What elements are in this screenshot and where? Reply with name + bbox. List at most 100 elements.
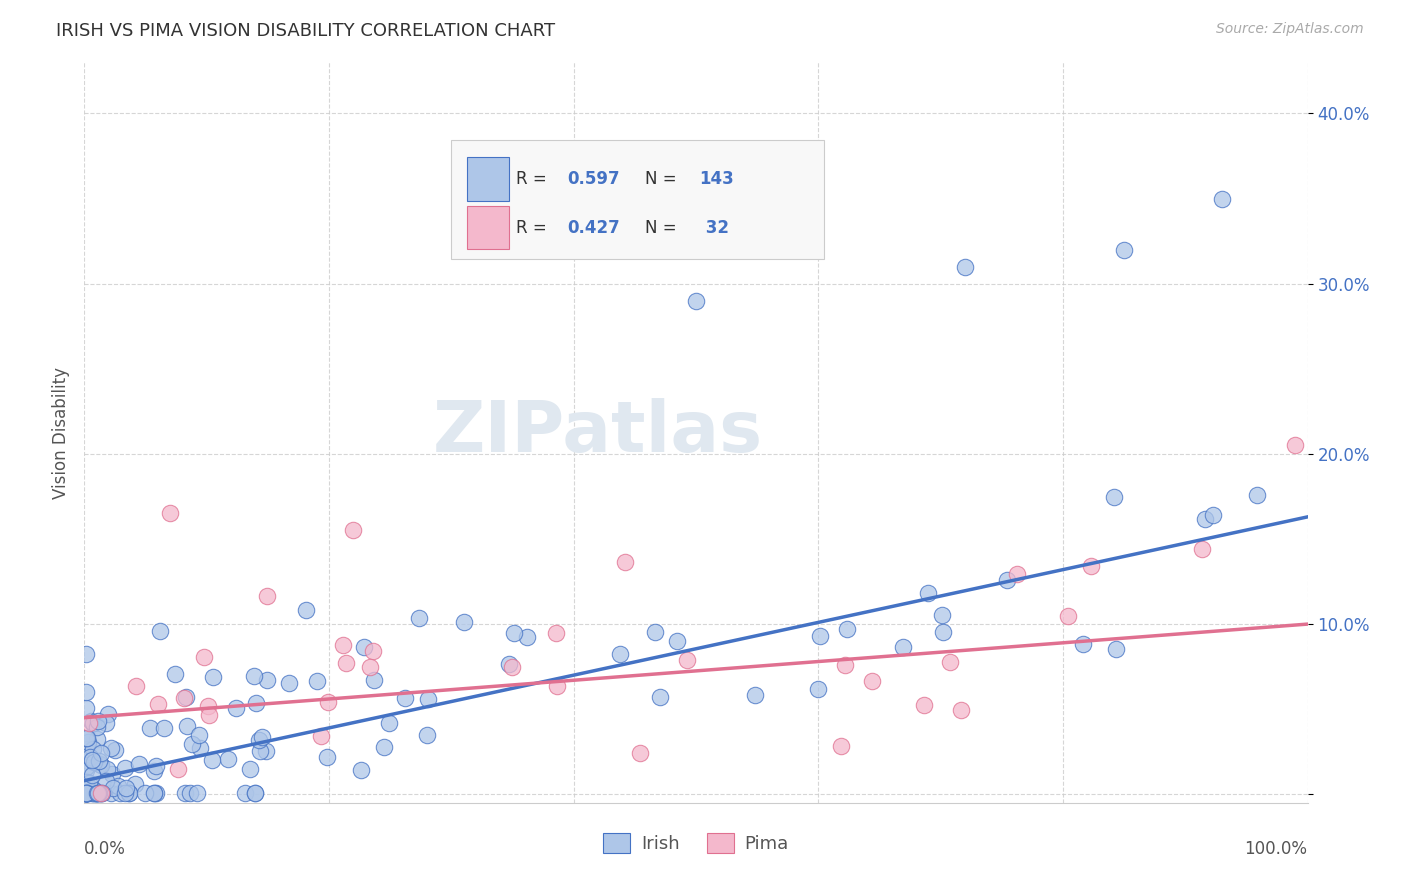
Point xyxy=(159,507,181,521)
Point xyxy=(118,786,141,800)
FancyBboxPatch shape xyxy=(451,140,824,259)
Point xyxy=(86,732,108,747)
Point xyxy=(932,624,955,639)
Point xyxy=(146,697,169,711)
Point xyxy=(75,786,97,800)
Point xyxy=(124,680,146,694)
Point xyxy=(110,786,132,800)
Point xyxy=(142,764,165,778)
Point xyxy=(75,685,97,699)
Point xyxy=(75,786,97,800)
Point xyxy=(1005,567,1028,582)
Legend: Irish, Pima: Irish, Pima xyxy=(596,826,796,861)
Point xyxy=(342,524,364,538)
Point xyxy=(363,673,385,687)
Point xyxy=(197,698,219,713)
Point xyxy=(75,701,97,715)
Point xyxy=(176,690,198,705)
Point xyxy=(198,708,221,723)
Point xyxy=(100,741,122,756)
Point xyxy=(173,691,195,706)
Point xyxy=(80,767,103,781)
Point xyxy=(97,706,120,721)
Point xyxy=(453,615,475,630)
Point xyxy=(516,630,538,644)
Point xyxy=(90,786,112,800)
Point xyxy=(233,786,256,800)
Point xyxy=(498,657,520,671)
Point xyxy=(609,647,631,661)
Point xyxy=(997,574,1019,588)
Point xyxy=(277,676,299,690)
Point xyxy=(349,763,371,777)
Point xyxy=(808,629,831,643)
Point xyxy=(176,719,198,733)
Point xyxy=(96,762,118,776)
Point xyxy=(359,660,381,674)
Point xyxy=(89,747,111,761)
Point xyxy=(77,786,100,800)
Point xyxy=(79,714,101,729)
Point xyxy=(1105,642,1128,657)
Point xyxy=(245,786,267,800)
Point xyxy=(124,777,146,791)
Point xyxy=(76,755,98,769)
Point xyxy=(114,786,136,800)
Point xyxy=(77,776,100,790)
Text: Source: ZipAtlas.com: Source: ZipAtlas.com xyxy=(1216,22,1364,37)
Point xyxy=(84,786,107,800)
Point xyxy=(80,753,103,767)
Text: IRISH VS PIMA VISION DISABILITY CORRELATION CHART: IRISH VS PIMA VISION DISABILITY CORRELAT… xyxy=(56,22,555,40)
Point xyxy=(91,786,114,800)
Point xyxy=(217,752,239,766)
Text: ZIPatlas: ZIPatlas xyxy=(433,398,763,467)
Point xyxy=(89,754,111,768)
Point xyxy=(101,781,124,796)
Point xyxy=(87,786,110,800)
Point xyxy=(84,786,107,800)
Text: 0.0%: 0.0% xyxy=(84,840,127,858)
Point xyxy=(114,761,136,775)
Point xyxy=(167,762,190,776)
Point xyxy=(953,260,976,274)
Point xyxy=(316,695,339,709)
Point xyxy=(503,626,526,640)
Point xyxy=(361,644,384,658)
Point xyxy=(180,737,202,751)
Point xyxy=(1080,558,1102,573)
Point xyxy=(225,701,247,715)
FancyBboxPatch shape xyxy=(467,157,509,201)
Point xyxy=(834,657,856,672)
Point xyxy=(139,721,162,735)
Point xyxy=(163,666,186,681)
Point xyxy=(676,653,699,667)
FancyBboxPatch shape xyxy=(467,206,509,250)
Point xyxy=(145,758,167,772)
Point xyxy=(82,715,104,730)
Point xyxy=(145,786,167,800)
Point xyxy=(76,731,98,745)
Text: 0.427: 0.427 xyxy=(568,219,620,236)
Text: 0.597: 0.597 xyxy=(568,169,620,187)
Point xyxy=(75,786,97,800)
Point xyxy=(307,673,329,688)
Point xyxy=(75,786,97,800)
Point xyxy=(254,744,277,758)
Point xyxy=(149,624,172,639)
Point xyxy=(1246,488,1268,502)
Point xyxy=(75,786,97,800)
Point xyxy=(939,655,962,669)
Point xyxy=(104,743,127,757)
Text: R =: R = xyxy=(516,219,553,236)
Text: R =: R = xyxy=(516,169,553,187)
Point xyxy=(309,729,332,743)
Point xyxy=(117,786,139,800)
Point xyxy=(917,586,939,600)
Point xyxy=(378,715,401,730)
Point xyxy=(1211,192,1233,206)
Text: N =: N = xyxy=(644,169,682,187)
Point xyxy=(100,786,122,800)
Point xyxy=(862,673,884,688)
Point xyxy=(416,728,439,742)
Point xyxy=(77,716,100,731)
